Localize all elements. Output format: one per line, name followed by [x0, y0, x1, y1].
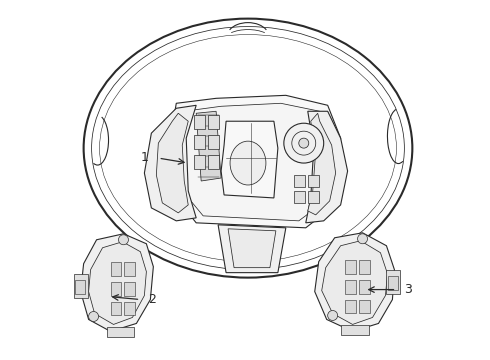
- Bar: [111, 282, 122, 296]
- Polygon shape: [228, 229, 276, 268]
- Text: 2: 2: [148, 293, 156, 306]
- Polygon shape: [306, 111, 347, 223]
- Polygon shape: [179, 103, 333, 221]
- Ellipse shape: [89, 311, 98, 321]
- Bar: [341, 325, 368, 336]
- Text: 3: 3: [404, 283, 412, 296]
- Bar: [344, 260, 356, 274]
- Polygon shape: [196, 111, 221, 181]
- Bar: [111, 262, 122, 276]
- Polygon shape: [218, 225, 286, 273]
- Bar: [208, 155, 219, 169]
- Bar: [124, 262, 135, 276]
- Bar: [208, 135, 219, 149]
- Bar: [308, 175, 319, 187]
- Polygon shape: [81, 234, 153, 332]
- Bar: [106, 328, 134, 337]
- Polygon shape: [172, 95, 341, 228]
- Text: 1: 1: [141, 150, 148, 163]
- Bar: [194, 135, 205, 149]
- Bar: [294, 191, 305, 203]
- Bar: [124, 302, 135, 315]
- Bar: [74, 280, 85, 293]
- Bar: [194, 115, 205, 129]
- Ellipse shape: [284, 123, 324, 163]
- Bar: [359, 260, 369, 274]
- Bar: [344, 300, 356, 314]
- Bar: [359, 300, 369, 314]
- Bar: [194, 155, 205, 169]
- Ellipse shape: [358, 234, 368, 244]
- Bar: [111, 302, 122, 315]
- Bar: [344, 280, 356, 293]
- Polygon shape: [156, 113, 188, 213]
- Ellipse shape: [84, 19, 413, 278]
- Polygon shape: [221, 121, 278, 198]
- Bar: [208, 115, 219, 129]
- Bar: [359, 280, 369, 293]
- Polygon shape: [145, 105, 196, 221]
- Bar: [294, 175, 305, 187]
- Bar: [308, 191, 319, 203]
- Polygon shape: [315, 233, 394, 332]
- Polygon shape: [322, 241, 388, 324]
- Ellipse shape: [299, 138, 309, 148]
- Ellipse shape: [328, 310, 338, 320]
- Bar: [74, 274, 88, 298]
- Bar: [124, 282, 135, 296]
- Polygon shape: [308, 113, 336, 215]
- Bar: [387, 270, 400, 293]
- Ellipse shape: [119, 235, 128, 245]
- Bar: [389, 276, 398, 289]
- Ellipse shape: [230, 141, 266, 185]
- Polygon shape: [89, 242, 147, 324]
